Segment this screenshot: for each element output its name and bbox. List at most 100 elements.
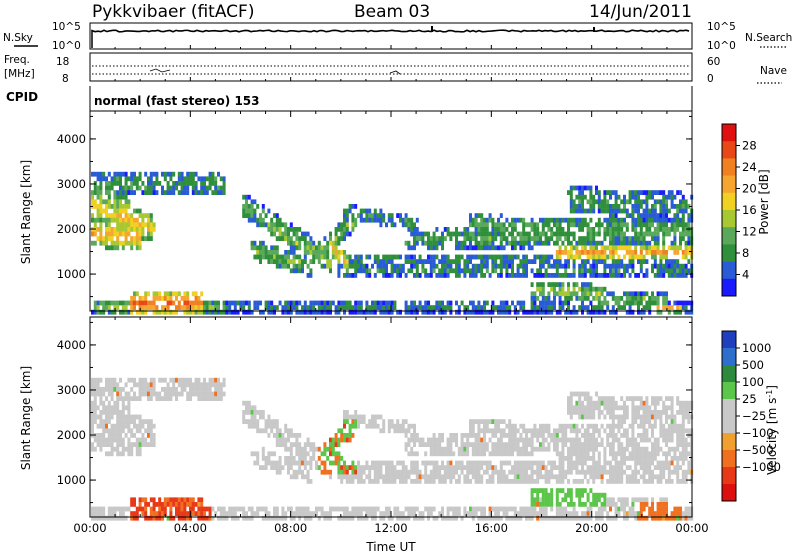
echo-cell [169,296,173,301]
echo-cell [357,259,360,264]
echo-cell [357,506,360,512]
echo-cell [558,469,562,475]
echo-cell [561,451,565,457]
echo-cell [303,506,307,512]
echo-cell [245,208,248,214]
echo-cell [96,506,100,512]
echo-cell [488,437,492,443]
echo-cell [620,502,624,507]
echo-cell [348,273,352,278]
echo-cell [396,263,400,269]
echo-cell [595,391,598,397]
nave-tick-top: 60 [707,56,720,68]
echo-cell [670,268,674,274]
echo-cell [155,502,159,507]
echo-cell [471,423,475,429]
echo-cell [119,185,122,191]
echo-cell [466,451,470,457]
echo-cell [600,199,604,205]
echo-cell [415,474,419,480]
echo-cell [130,171,134,177]
echo-cell [189,391,192,397]
y-tick-label: 1000 [57,267,86,281]
echo-cell [147,305,150,310]
echo-cell [494,515,498,521]
echo-cell [536,273,540,278]
echo-cell [578,497,582,503]
echo-cell [163,391,167,397]
echo-cell [623,414,626,420]
echo-cell [413,231,416,237]
echo-cell [620,199,624,205]
echo-cell [119,190,122,195]
echo-cell [499,240,503,246]
echo-cell [284,263,288,269]
echo-cell [620,231,624,237]
echo-cell [119,451,122,457]
echo-cell [340,250,344,255]
echo-cell [536,433,540,438]
echo-cell [491,506,495,512]
echo-cell [578,194,582,200]
echo-cell [144,305,148,310]
echo-cell [138,428,142,434]
echo-cell [438,309,442,315]
echo-cell [105,423,108,429]
echo-cell [558,456,562,461]
echo-cell [183,515,187,521]
echo-cell [623,456,626,461]
echo-cell [368,217,372,223]
echo-cell [301,309,304,315]
echo-cell [625,511,629,516]
echo-cell [348,433,352,438]
echo-cell [399,460,402,466]
echo-cell [502,460,506,466]
echo-cell [676,309,680,315]
echo-cell [194,305,198,310]
echo-cell [522,479,526,484]
echo-cell [679,263,682,269]
echo-cell [116,414,120,420]
echo-cell [119,194,122,200]
echo-cell [648,217,652,223]
echo-cell [578,405,582,411]
echo-cell [359,268,363,274]
echo-cell [530,474,534,480]
echo-cell [149,382,153,388]
echo-cell [530,488,534,493]
echo-cell [645,222,649,228]
echo-cell [130,190,134,195]
echo-cell [555,236,559,241]
echo-cell [177,291,181,297]
echo-cell [180,502,184,507]
echo-cell [396,511,400,516]
echo-cell [107,511,111,516]
echo-cell [99,387,103,392]
echo-cell [401,217,405,223]
echo-cell [463,227,467,232]
echo-cell [477,305,481,310]
echo-cell [597,456,601,461]
echo-cell [662,231,666,237]
echo-cell [539,428,542,434]
echo-cell [133,414,136,420]
echo-cell [404,300,408,306]
echo-cell [455,227,458,232]
echo-cell [264,222,268,228]
echo-cell [124,396,128,401]
echo-cell [603,263,607,269]
echo-cell [665,305,668,310]
echo-cell [295,300,299,306]
echo-cell [410,506,414,512]
echo-cell [362,217,366,223]
echo-cell [452,231,456,237]
echo-cell [581,414,584,420]
echo-cell [679,236,682,241]
echo-cell [441,446,444,452]
echo-cell [525,309,528,315]
echo-cell [631,240,635,246]
echo-cell [208,181,212,186]
echo-cell [474,506,478,512]
echo-cell [642,222,646,228]
echo-cell [373,479,377,484]
